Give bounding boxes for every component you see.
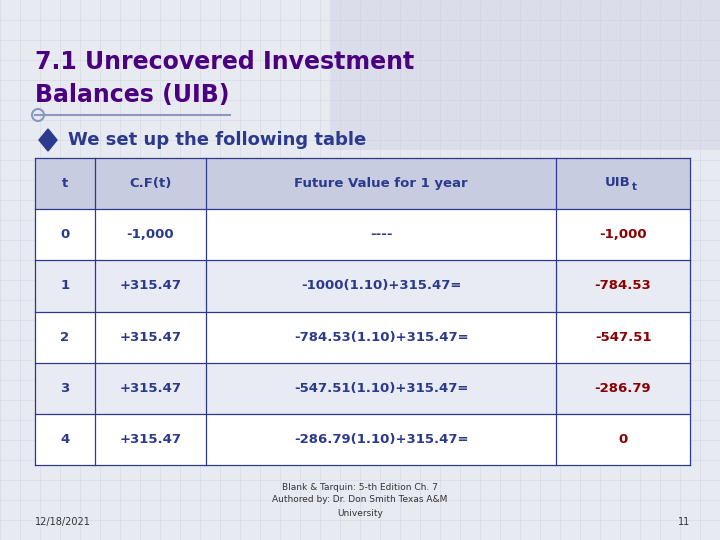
Text: 1: 1 — [60, 279, 69, 293]
Text: Blank & Tarquin: 5-th Edition Ch. 7: Blank & Tarquin: 5-th Edition Ch. 7 — [282, 483, 438, 491]
Text: Authored by: Dr. Don Smith Texas A&M: Authored by: Dr. Don Smith Texas A&M — [272, 496, 448, 504]
Text: 0: 0 — [60, 228, 69, 241]
Bar — [35, 312, 690, 363]
Bar — [330, 0, 720, 150]
Text: -547.51(1.10)+315.47=: -547.51(1.10)+315.47= — [294, 382, 468, 395]
Text: 0: 0 — [618, 433, 628, 446]
Text: -286.79: -286.79 — [595, 382, 652, 395]
Text: We set up the following table: We set up the following table — [68, 131, 366, 149]
Text: -784.53: -784.53 — [595, 279, 652, 293]
Bar — [35, 363, 690, 414]
Bar — [35, 158, 690, 209]
Polygon shape — [39, 129, 57, 151]
Bar — [35, 209, 690, 260]
Text: 2: 2 — [60, 330, 69, 343]
Text: 3: 3 — [60, 382, 69, 395]
Text: +315.47: +315.47 — [120, 382, 181, 395]
Text: t: t — [62, 177, 68, 190]
Text: -1000(1.10)+315.47=: -1000(1.10)+315.47= — [301, 279, 462, 293]
Text: +315.47: +315.47 — [120, 330, 181, 343]
Text: 4: 4 — [60, 433, 69, 446]
Text: UIB: UIB — [605, 176, 631, 189]
Text: 11: 11 — [678, 517, 690, 527]
Text: University: University — [337, 509, 383, 517]
Text: +315.47: +315.47 — [120, 433, 181, 446]
Text: t: t — [632, 181, 637, 192]
Text: -784.53(1.10)+315.47=: -784.53(1.10)+315.47= — [294, 330, 469, 343]
Text: Balances (UIB): Balances (UIB) — [35, 83, 230, 107]
Bar — [35, 414, 690, 465]
Text: -286.79(1.10)+315.47=: -286.79(1.10)+315.47= — [294, 433, 468, 446]
Text: Future Value for 1 year: Future Value for 1 year — [294, 177, 468, 190]
Text: +315.47: +315.47 — [120, 279, 181, 293]
Text: 12/18/2021: 12/18/2021 — [35, 517, 91, 527]
Text: 7.1 Unrecovered Investment: 7.1 Unrecovered Investment — [35, 50, 414, 74]
Text: -547.51: -547.51 — [595, 330, 652, 343]
Text: -1,000: -1,000 — [599, 228, 647, 241]
Text: -1,000: -1,000 — [127, 228, 174, 241]
Text: ----: ---- — [370, 228, 392, 241]
Bar — [35, 260, 690, 312]
Text: C.F(t): C.F(t) — [129, 177, 171, 190]
